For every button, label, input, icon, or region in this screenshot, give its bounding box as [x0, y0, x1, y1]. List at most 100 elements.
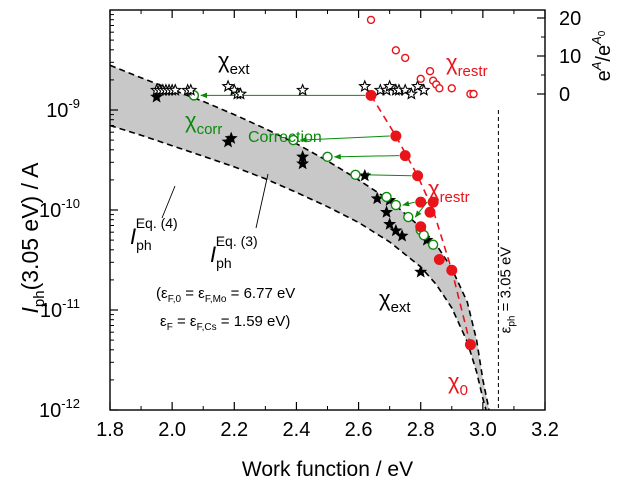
- fermi-eq-line1: (εF,0 = εF,Mo = 6.77 eV: [156, 285, 295, 305]
- star-open-point: [233, 87, 248, 100]
- photon-energy-label: εph = 3.05 eV: [497, 247, 517, 334]
- circle-filled-point: [424, 206, 436, 218]
- x-tick-label: 3.0: [469, 419, 497, 441]
- fit-line-layer: [370, 94, 472, 345]
- right-axis-label: eA/eA0: [589, 30, 615, 81]
- chi-corr-label-symbol: χ: [185, 108, 197, 133]
- x-tick-label: 2.2: [220, 419, 248, 441]
- photon-energy-epsilon: ε: [497, 326, 514, 333]
- band-upper-curve: [110, 64, 490, 410]
- circle-filled-point: [412, 170, 424, 182]
- circle-open-point: [391, 46, 401, 55]
- chi-restr-mid-label-sub: restr: [440, 189, 470, 206]
- band-label-sup: Eq. (4): [136, 215, 178, 231]
- chi-restr-top-label: χrestr: [446, 50, 488, 80]
- y-tick-exponent: -12: [61, 396, 80, 411]
- star-filled-point: [395, 229, 409, 242]
- fermi-eq-line2-pre: ε: [160, 313, 167, 330]
- photon-energy-sub: ph: [506, 316, 517, 327]
- y-tick-exponent: -10: [61, 196, 80, 211]
- fermi-eq-line1-sub1: F,0: [168, 294, 182, 305]
- fermi-eq-line1-post: = 6.77 eV: [227, 285, 296, 302]
- band-label-sub: ph: [136, 237, 152, 253]
- right-tick-label: 20: [559, 8, 581, 30]
- chi-zero-label-symbol: χ: [448, 369, 460, 394]
- fermi-eq-line2-mid: = ε: [173, 313, 197, 330]
- chi-zero-label: χ0: [448, 369, 468, 399]
- y-tick-exponent: -11: [62, 296, 80, 311]
- chi-restr-top-label-sub: restr: [458, 63, 488, 80]
- fermi-eq-line2-post: = 1.59 eV): [217, 313, 291, 330]
- circle-filled-point: [415, 196, 427, 208]
- correction-arrow: [299, 135, 390, 143]
- star-filled-point: [389, 223, 403, 237]
- band-fill: [110, 65, 490, 410]
- chi-ext-top-label: χext: [218, 48, 250, 78]
- chi-ext-low-label-symbol: χ: [379, 286, 391, 311]
- circle-filled-point: [464, 339, 476, 351]
- y-tick-label: 10-9: [46, 96, 80, 122]
- x-tick-label: 2.6: [345, 419, 373, 441]
- star-filled-point: [383, 217, 397, 230]
- right-label-sup2: A: [589, 36, 604, 46]
- star-filled-point: [296, 156, 310, 170]
- labels: χext χrestrχcorrχrestrχextχ0CorrectionIph…: [130, 48, 517, 399]
- x-tick-label: 2.8: [407, 419, 435, 441]
- star-open-point: [358, 79, 372, 93]
- star-open-point: [168, 83, 182, 96]
- eq3-leader: [255, 173, 269, 229]
- star-open-point: [184, 83, 198, 96]
- chi-zero-label-sub: 0: [460, 382, 468, 399]
- correction-label: Correction: [248, 129, 322, 146]
- band-label-sub: ph: [216, 255, 232, 271]
- right-tick-label: 0: [559, 84, 570, 106]
- chi-corr-label: χcorr: [185, 108, 222, 138]
- chi-restr-top-label-symbol: χ: [446, 50, 458, 75]
- circle-open-point: [416, 74, 425, 84]
- eq3-band-label: Iph Eq. (3): [210, 233, 258, 271]
- y-tick-label: 10-10: [39, 196, 80, 222]
- star-filled-point: [414, 265, 428, 278]
- y-tick-base: 10: [40, 300, 62, 322]
- circle-open-point: [366, 15, 376, 25]
- x-tick-label: 1.8: [96, 419, 124, 441]
- band-lower-curve: [110, 124, 487, 410]
- chi-corr-label-sub: corr: [197, 121, 223, 138]
- right-label-sup1: A: [589, 62, 604, 72]
- x-axis-label: Work function / eV: [242, 458, 413, 481]
- y-tick-label: 10-12: [39, 396, 80, 422]
- right-label-sub2: 0: [597, 30, 608, 36]
- x-tick-label: 2.4: [283, 419, 311, 441]
- circle-filled-point: [415, 221, 427, 233]
- band-layer: [110, 64, 490, 410]
- star-open-point: [295, 83, 310, 96]
- right-label-e: e: [593, 70, 615, 81]
- circle-filled-point: [390, 130, 402, 142]
- eq4-band-label: Iph Eq. (4): [130, 215, 178, 253]
- star-filled-point: [358, 168, 372, 182]
- correction-arrow: [333, 153, 400, 160]
- star-open-point: [221, 79, 235, 93]
- y-label-sub: ph: [31, 290, 48, 307]
- star-filled-point: [150, 90, 164, 103]
- chi-ext-top-label-sub: ext: [230, 61, 251, 78]
- y-label-italic: I: [17, 306, 43, 313]
- star-filled-point: [224, 131, 238, 144]
- fermi-eq-line2: εF = εF,Cs = 1.59 eV): [160, 313, 290, 333]
- chi-ext-low-label-sub: ext: [391, 299, 412, 316]
- y-tick-exponent: -9: [68, 96, 80, 111]
- y-tick-base: 10: [39, 200, 61, 222]
- y-tick-base: 10: [39, 400, 61, 422]
- chi-restr-mid-label: χrestr: [428, 176, 470, 206]
- axes: 1.8 2.0 2.2 2.4 2.6 2.8 3.0 3.210-1210-1110-101…: [17, 8, 615, 481]
- right-tick-label: 10: [559, 46, 581, 68]
- fermi-eq-line1-sub2: F,Mo: [205, 294, 227, 305]
- circle-open-point: [427, 239, 439, 250]
- correction-arrow: [361, 172, 412, 178]
- right-label-mid: /e: [593, 45, 615, 62]
- y-tick-label: 10-11: [40, 296, 80, 322]
- x-tick-label: 2.0: [158, 419, 186, 441]
- circle-filled-point: [427, 196, 439, 208]
- band-label-italic: I: [130, 224, 136, 249]
